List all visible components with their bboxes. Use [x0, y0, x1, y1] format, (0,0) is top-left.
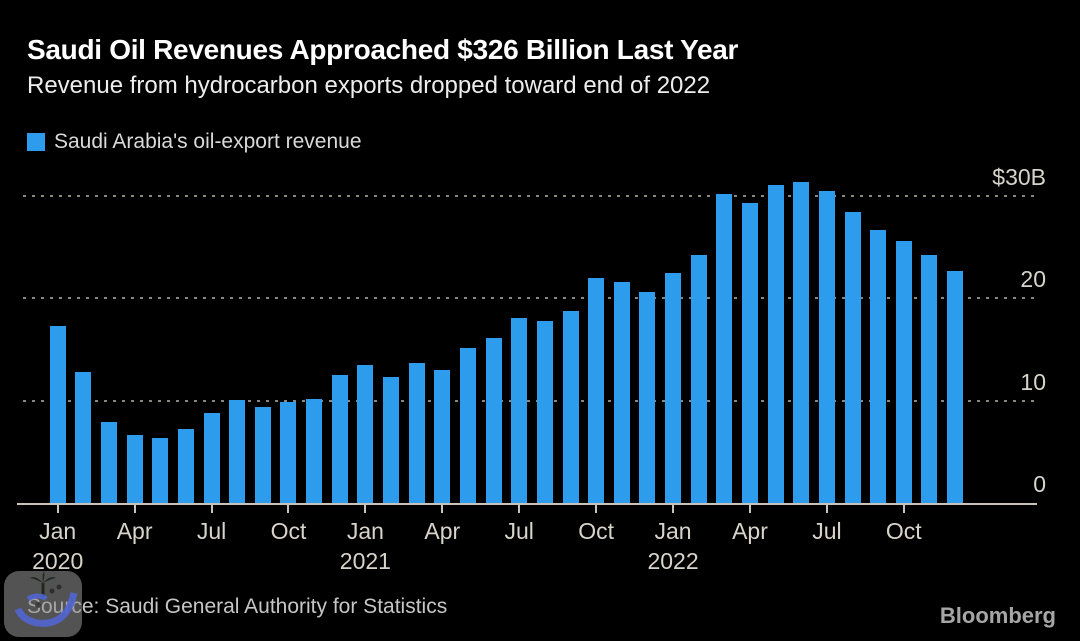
- revenue-bar: [152, 437, 169, 503]
- x-axis-tick: [672, 504, 675, 513]
- revenue-bar: [741, 203, 758, 503]
- revenue-bar: [818, 190, 835, 503]
- x-axis-tick: [595, 504, 598, 513]
- x-axis-tick: [441, 504, 444, 513]
- x-axis-month-label: Apr: [116, 518, 153, 544]
- revenue-bar: [459, 348, 476, 503]
- bloomberg-logo: Bloomberg: [939, 603, 1056, 628]
- revenue-bar: [280, 401, 297, 503]
- legend-swatch-icon: [27, 133, 45, 151]
- revenue-bar: [562, 310, 579, 503]
- revenue-bar: [229, 399, 246, 503]
- x-axis-tick: [518, 504, 521, 513]
- y-gridline: [23, 195, 1037, 197]
- y-axis-label: 10: [1020, 368, 1046, 395]
- revenue-bar: [203, 412, 220, 503]
- x-axis-month-label: Apr: [732, 518, 768, 544]
- x-axis-month-label: Oct: [885, 518, 922, 544]
- x-axis-month-label: Jan: [654, 518, 692, 544]
- legend: Saudi Arabia's oil-export revenue: [27, 130, 362, 154]
- revenue-bar: [793, 181, 810, 503]
- revenue-bar: [613, 281, 630, 503]
- x-axis-tick: [364, 504, 367, 513]
- revenue-bar: [485, 338, 502, 503]
- revenue-bar: [947, 270, 964, 503]
- legend-label: Saudi Arabia's oil-export revenue: [54, 130, 362, 153]
- chart-title: Saudi Oil Revenues Approached $326 Billi…: [27, 34, 739, 65]
- watermark-sticker: [4, 571, 82, 637]
- revenue-bar: [870, 229, 887, 503]
- revenue-bar: [665, 272, 682, 503]
- revenue-bar: [511, 317, 528, 503]
- x-axis-month-label: Apr: [424, 518, 461, 544]
- source-text: Source: Saudi General Authority for Stat…: [27, 595, 448, 618]
- y-gridline: [23, 399, 1037, 402]
- revenue-bar: [895, 241, 912, 503]
- revenue-bar: [357, 364, 374, 503]
- revenue-bar: [100, 422, 117, 503]
- revenue-bar: [767, 184, 784, 503]
- x-axis-tick: [902, 504, 905, 513]
- chart-subtitle: Revenue from hydrocarbon exports dropped…: [27, 72, 711, 99]
- x-axis-month-label: Jul: [504, 518, 534, 544]
- x-axis-tick: [56, 504, 59, 513]
- x-axis-month-label: Jul: [196, 518, 227, 544]
- revenue-bar: [383, 377, 400, 503]
- revenue-bar: [408, 362, 425, 503]
- revenue-bar: [844, 212, 861, 503]
- y-gridline: [23, 297, 1037, 300]
- x-axis-month-label: Jan: [39, 518, 77, 544]
- y-axis-label: $30B: [992, 164, 1046, 190]
- revenue-bar: [254, 406, 271, 503]
- x-axis-tick: [748, 504, 751, 513]
- revenue-bar: [690, 255, 707, 503]
- revenue-bar: [177, 429, 194, 503]
- revenue-bar: [536, 320, 553, 503]
- revenue-bar: [75, 372, 92, 503]
- revenue-bar: [306, 398, 323, 503]
- x-axis-month-label: Jul: [812, 518, 842, 544]
- revenue-bar: [639, 292, 656, 503]
- x-axis-month-label: Oct: [270, 518, 307, 544]
- x-axis-month-label: Jan: [346, 518, 384, 544]
- x-axis-year-label: 2020: [32, 548, 84, 574]
- revenue-bar: [49, 325, 66, 503]
- x-axis-tick: [287, 504, 290, 513]
- revenue-bar: [921, 255, 938, 503]
- x-axis-tick: [825, 504, 828, 513]
- revenue-bar: [434, 369, 451, 503]
- x-axis-line: [17, 503, 1037, 505]
- x-axis-tick: [133, 504, 136, 513]
- calligraphy-icon: [14, 584, 78, 627]
- x-axis-year-label: 2021: [339, 548, 391, 574]
- revenue-bar: [331, 375, 348, 503]
- y-axis-label: 0: [1033, 471, 1046, 497]
- x-axis-year-label: 2022: [647, 548, 699, 574]
- revenue-bar: [716, 193, 733, 503]
- revenue-bar: [588, 277, 605, 503]
- y-axis-label: 20: [1020, 266, 1046, 293]
- revenue-bar: [126, 435, 143, 503]
- x-axis-month-label: Oct: [578, 518, 615, 544]
- x-axis-tick: [210, 504, 213, 513]
